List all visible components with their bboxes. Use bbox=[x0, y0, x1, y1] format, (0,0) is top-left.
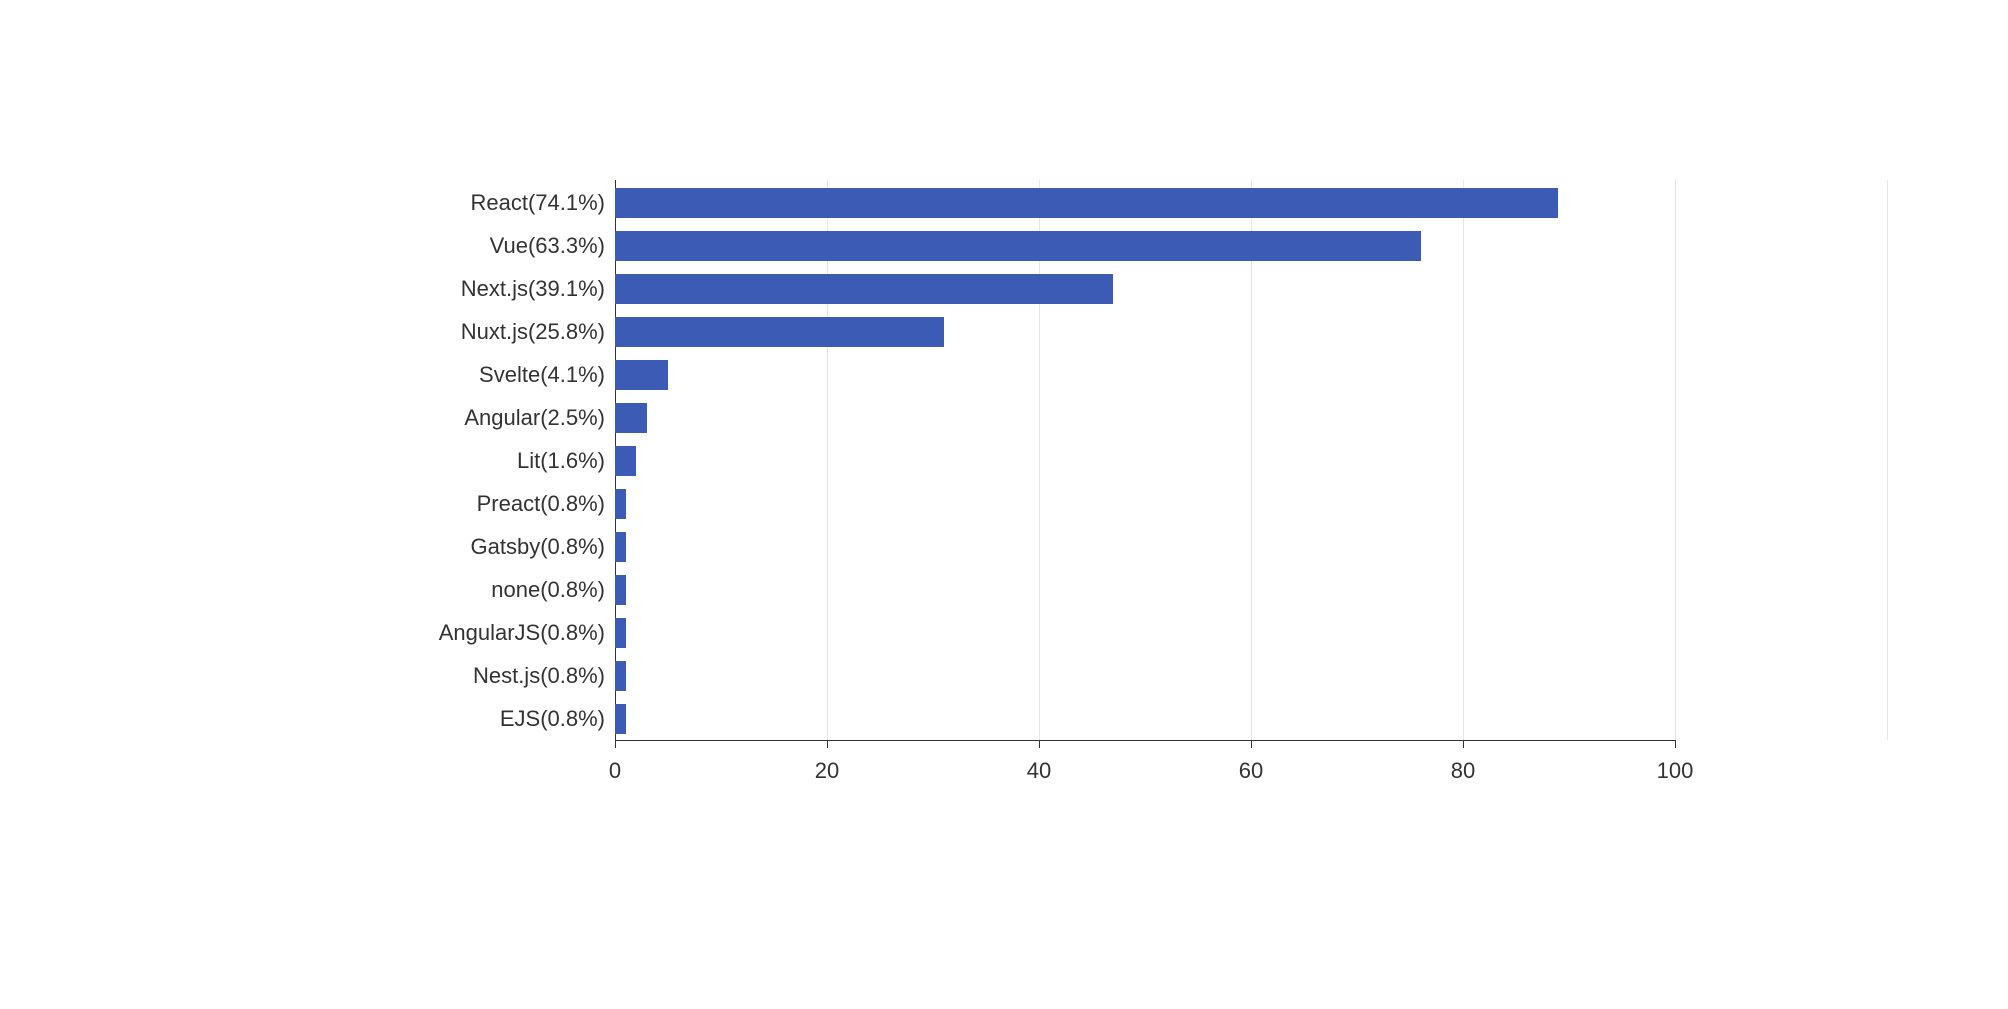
category-label: Angular(2.5%) bbox=[464, 403, 605, 433]
bar-row bbox=[615, 618, 1675, 648]
bar bbox=[615, 661, 626, 691]
category-label: EJS(0.8%) bbox=[500, 704, 605, 734]
category-label: Nest.js(0.8%) bbox=[473, 661, 605, 691]
bar-row bbox=[615, 661, 1675, 691]
category-label: Next.js(39.1%) bbox=[461, 274, 605, 304]
bar-row bbox=[615, 532, 1675, 562]
bar-row bbox=[615, 446, 1675, 476]
x-tick bbox=[1251, 740, 1252, 748]
category-label: Svelte(4.1%) bbox=[479, 360, 605, 390]
x-tick bbox=[1675, 740, 1676, 748]
bar-row bbox=[615, 231, 1675, 261]
category-label: Preact(0.8%) bbox=[477, 489, 605, 519]
chart-container: 0 20 40 60 80 100 React(74.1%) Vue(63.3%) Next.j… bbox=[350, 180, 1750, 820]
bar-row bbox=[615, 188, 1675, 218]
category-label: Gatsby(0.8%) bbox=[471, 532, 606, 562]
category-label: Nuxt.js(25.8%) bbox=[461, 317, 605, 347]
category-label: none(0.8%) bbox=[491, 575, 605, 605]
bar bbox=[615, 618, 626, 648]
x-tick-label: 100 bbox=[1657, 758, 1694, 784]
category-label: Vue(63.3%) bbox=[490, 231, 605, 261]
x-tick-label: 0 bbox=[609, 758, 621, 784]
x-tick-label: 60 bbox=[1239, 758, 1263, 784]
bar bbox=[615, 532, 626, 562]
bar bbox=[615, 489, 626, 519]
bar bbox=[615, 317, 944, 347]
gridline bbox=[1887, 180, 1888, 740]
bar-row bbox=[615, 403, 1675, 433]
bar-row bbox=[615, 360, 1675, 390]
x-tick-label: 20 bbox=[815, 758, 839, 784]
x-tick bbox=[1039, 740, 1040, 748]
category-label: Lit(1.6%) bbox=[517, 446, 605, 476]
category-label: AngularJS(0.8%) bbox=[439, 618, 605, 648]
bar bbox=[615, 403, 647, 433]
plot-area bbox=[615, 180, 1675, 740]
category-label: React(74.1%) bbox=[470, 188, 605, 218]
bar-row bbox=[615, 317, 1675, 347]
x-tick-label: 80 bbox=[1451, 758, 1475, 784]
x-tick bbox=[827, 740, 828, 748]
bar bbox=[615, 231, 1421, 261]
bar bbox=[615, 360, 668, 390]
bar-row bbox=[615, 575, 1675, 605]
bar bbox=[615, 188, 1558, 218]
x-tick bbox=[615, 740, 616, 748]
gridline bbox=[1675, 180, 1676, 740]
bar-row bbox=[615, 704, 1675, 734]
bar-row bbox=[615, 489, 1675, 519]
bar bbox=[615, 446, 636, 476]
x-axis-line bbox=[615, 740, 1675, 741]
x-tick-label: 40 bbox=[1027, 758, 1051, 784]
x-tick bbox=[1463, 740, 1464, 748]
bar bbox=[615, 704, 626, 734]
bar bbox=[615, 274, 1113, 304]
bar-row bbox=[615, 274, 1675, 304]
bar bbox=[615, 575, 626, 605]
